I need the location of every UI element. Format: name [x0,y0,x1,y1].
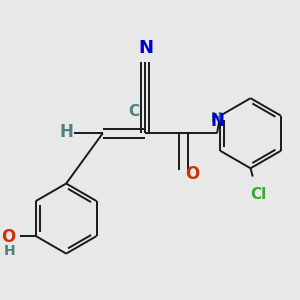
Text: C: C [128,104,140,119]
Text: N: N [138,39,153,57]
Text: H: H [211,111,223,125]
Text: O: O [1,228,15,246]
Text: Cl: Cl [250,188,266,202]
Text: O: O [185,165,200,183]
Text: H: H [59,123,73,141]
Text: H: H [4,244,16,258]
Text: N: N [210,112,224,130]
